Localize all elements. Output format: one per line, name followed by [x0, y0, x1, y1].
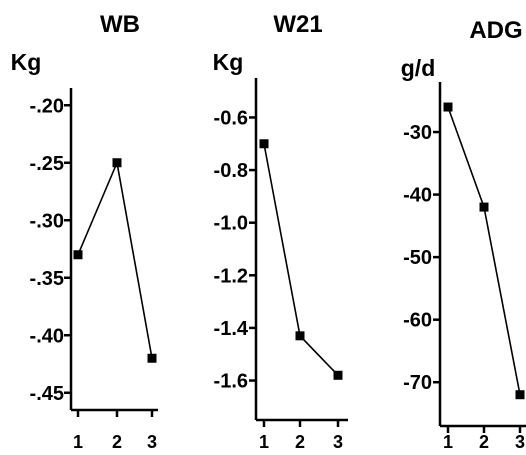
y-tick-label: -30 — [403, 122, 432, 144]
y-axis-unit-label: Kg — [11, 49, 42, 75]
chart-title: ADG — [469, 17, 522, 44]
data-point-marker — [295, 331, 305, 341]
data-point-marker — [515, 390, 525, 400]
data-point-marker — [333, 370, 343, 380]
y-tick-label: -1.0 — [214, 213, 248, 235]
y-tick-labels: -.20 -.25 -.30 -.35 -.40 -.45 — [30, 95, 64, 405]
y-ticks — [64, 104, 71, 394]
y-tick-label: -0.6 — [214, 107, 248, 129]
y-tick-label: -1.4 — [214, 318, 249, 340]
x-ticks — [446, 426, 522, 433]
x-tick-labels: 1 2 3 — [259, 432, 343, 452]
x-tick-label: 3 — [515, 432, 525, 452]
y-tick-labels: -0.6 -0.8 -1.0 -1.2 -1.4 -1.6 — [214, 107, 249, 392]
data-series — [259, 139, 343, 380]
y-axis-unit-label: Kg — [213, 49, 244, 75]
data-point-marker — [479, 202, 489, 212]
y-tick-label: -0.8 — [214, 160, 248, 182]
y-tick-label: -40 — [403, 185, 432, 207]
y-tick-label: -.40 — [30, 325, 64, 347]
data-point-marker — [259, 139, 269, 149]
data-point-marker — [443, 102, 453, 112]
panel-w21: W21 Kg -0.6 -0.8 -1.0 -1.2 -1.4 -1.6 1 2 3 — [213, 11, 348, 452]
series-line — [77, 159, 153, 359]
series-line — [447, 106, 521, 395]
chart-title: WB — [100, 11, 140, 38]
x-tick-label: 3 — [147, 432, 157, 452]
chart-title: W21 — [273, 11, 322, 38]
y-tick-label: -.45 — [30, 383, 64, 405]
data-point-marker — [112, 158, 122, 168]
y-tick-label: -.35 — [30, 268, 64, 290]
y-tick-label: -1.2 — [214, 265, 248, 287]
x-tick-labels: 1 2 3 — [443, 432, 525, 452]
panel-wb: WB Kg -.20 -.25 -.30 -.35 -.40 -.45 1 2 3 — [11, 11, 158, 452]
x-tick-label: 2 — [112, 432, 122, 452]
y-tick-label: -.30 — [30, 210, 64, 232]
series-line — [263, 143, 339, 376]
y-tick-label: -.25 — [30, 153, 64, 175]
y-tick-label: -.20 — [30, 95, 64, 117]
panel-adg: ADG g/d -30 -40 -50 -60 -70 1 2 3 — [401, 17, 526, 452]
y-tick-label: -70 — [403, 372, 432, 394]
data-point-marker — [73, 250, 83, 260]
x-ticks — [76, 410, 154, 417]
data-point-marker — [147, 353, 157, 363]
data-series — [443, 102, 525, 400]
data-series — [73, 158, 157, 363]
y-ticks — [249, 116, 256, 382]
y-tick-label: -50 — [403, 247, 432, 269]
y-tick-label: -60 — [403, 310, 432, 332]
x-tick-label: 2 — [295, 432, 305, 452]
y-axis-unit-label: g/d — [401, 55, 436, 81]
x-tick-label: 1 — [73, 432, 83, 452]
x-ticks — [262, 420, 340, 427]
y-tick-label: -1.6 — [214, 371, 248, 393]
x-tick-label: 3 — [333, 432, 343, 452]
x-tick-label: 1 — [259, 432, 269, 452]
x-tick-label: 2 — [479, 432, 489, 452]
y-ticks — [433, 130, 440, 384]
x-tick-label: 1 — [443, 432, 453, 452]
y-tick-labels: -30 -40 -50 -60 -70 — [403, 122, 432, 394]
x-tick-labels: 1 2 3 — [73, 432, 157, 452]
